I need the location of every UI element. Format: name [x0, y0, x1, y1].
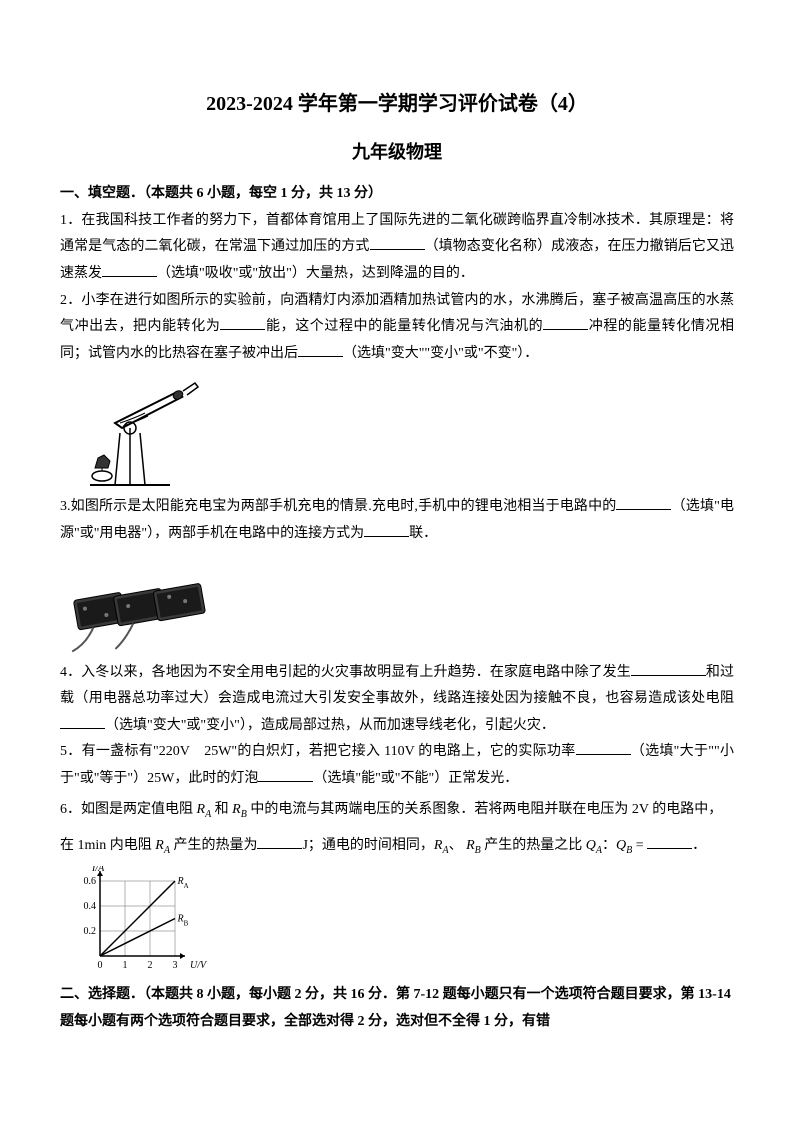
question-3: 3.如图所示是太阳能充电宝为两部手机充电的情景.充电时,手机中的锂电池相当于电路… — [60, 494, 734, 547]
q6-t1m: 和 — [211, 802, 232, 817]
q6-t2s3: 产生的热量之比 — [481, 838, 586, 853]
blank — [543, 314, 588, 330]
var-rb: R — [232, 802, 241, 817]
question-1: 1．在我国科技工作者的努力下，首都体育馆用上了国际先进的二氧化碳跨临界直冷制冰技… — [60, 208, 734, 288]
q6-t2s2: 、 — [449, 838, 463, 853]
blank — [364, 521, 409, 537]
figure-q6: 0 1 2 3 0.2 0.4 0.6 U/V I/A RA RB — [60, 866, 734, 976]
svg-text:0: 0 — [98, 960, 103, 971]
var-rb2: R — [466, 838, 475, 853]
question-6-line1: 6．如图是两定值电阻 RA 和 RB 中的电流与其两端电压的关系图象．若将两电阻… — [60, 797, 734, 824]
page-title-sub: 九年级物理 — [60, 135, 734, 169]
svg-text:0.6: 0.6 — [84, 876, 97, 887]
page-title-main: 2023-2024 学年第一学期学习评价试卷（4） — [60, 85, 734, 123]
question-2: 2．小李在进行如图所示的实验前，向酒精灯内添加酒精加热试管内的水，水沸腾后，塞子… — [60, 288, 734, 368]
figure-q2 — [60, 373, 734, 488]
q5-text1: 5．有一盏标有"220V 25W"的白炽灯，若把它接入 110V 的电路上，它的… — [60, 744, 576, 759]
q6-t2m: 产生的热量为 — [170, 838, 258, 853]
question-6-line2: 在 1min 内电阻 RA 产生的热量为J；通电的时间相同，RA、 RB 产生的… — [60, 833, 734, 860]
q4-hint1: （选填"变大"或"变小"），造成局部过热，从而加速导线老化，引起火灾． — [105, 718, 555, 733]
question-5: 5．有一盏标有"220V 25W"的白炽灯，若把它接入 110V 的电路上，它的… — [60, 739, 734, 792]
svg-text:RB: RB — [177, 914, 189, 928]
svg-text:RA: RA — [177, 876, 189, 890]
svg-text:2: 2 — [148, 960, 153, 971]
var-qa: Q — [586, 838, 596, 853]
section1-header: 一、填空题．（本题共 6 小题，每空 1 分，共 13 分） — [60, 181, 734, 208]
blank — [60, 713, 105, 729]
q2-text2: 能，这个过程中的能量转化情况与汽油机的 — [265, 319, 543, 334]
svg-text:0.4: 0.4 — [84, 901, 97, 912]
blank — [631, 660, 706, 676]
blank — [298, 341, 343, 357]
q5-hint2: （选填"能"或"不能"）正常发光． — [313, 771, 518, 786]
blank — [616, 494, 671, 510]
blank — [647, 833, 692, 849]
blank — [258, 766, 313, 782]
q3-text1: 3.如图所示是太阳能充电宝为两部手机充电的情景.充电时,手机中的锂电池相当于电路… — [60, 499, 616, 514]
section2-header: 二、选择题．（本题共 8 小题，每小题 2 分，共 16 分．第 7-12 题每… — [60, 982, 734, 1035]
svg-text:3: 3 — [173, 960, 178, 971]
svg-text:0.2: 0.2 — [84, 926, 97, 937]
question-4: 4．入冬以来，各地因为不安全用电引起的火灾事故明显有上升趋势．在家庭电路中除了发… — [60, 660, 734, 740]
blank — [220, 314, 265, 330]
q6-eq: ： — [602, 838, 616, 853]
var-ra: R — [197, 802, 206, 817]
q4-text1: 4．入冬以来，各地因为不安全用电引起的火灾事故明显有上升趋势．在家庭电路中除了发… — [60, 665, 631, 680]
blank — [102, 261, 157, 277]
q1-hint2: （选填"吸收"或"放出"）大量热，达到降温的目的． — [157, 266, 474, 281]
svg-text:U/V: U/V — [190, 960, 208, 971]
svg-text:1: 1 — [123, 960, 128, 971]
q6-end: ． — [692, 838, 706, 853]
q6-t2s1: J；通电的时间相同， — [302, 838, 433, 853]
q6-t2p: 在 1min 内电阻 — [60, 838, 155, 853]
var-qb: Q — [616, 838, 626, 853]
svg-text:I/A: I/A — [91, 866, 105, 874]
blank — [370, 234, 425, 250]
var-ra2: R — [155, 838, 164, 853]
q6-t1p: 6．如图是两定值电阻 — [60, 802, 197, 817]
figure-q3 — [60, 554, 734, 654]
q6-t1s: 中的电流与其两端电压的关系图象．若将两电阻并联在电压为 2V 的电路中， — [247, 802, 722, 817]
blank — [576, 739, 631, 755]
q2-hint1: （选填"变大""变小"或"不变"）． — [343, 346, 538, 361]
blank — [257, 833, 302, 849]
q3-text2: 联． — [409, 526, 437, 541]
q6-eq2: = — [632, 838, 647, 853]
